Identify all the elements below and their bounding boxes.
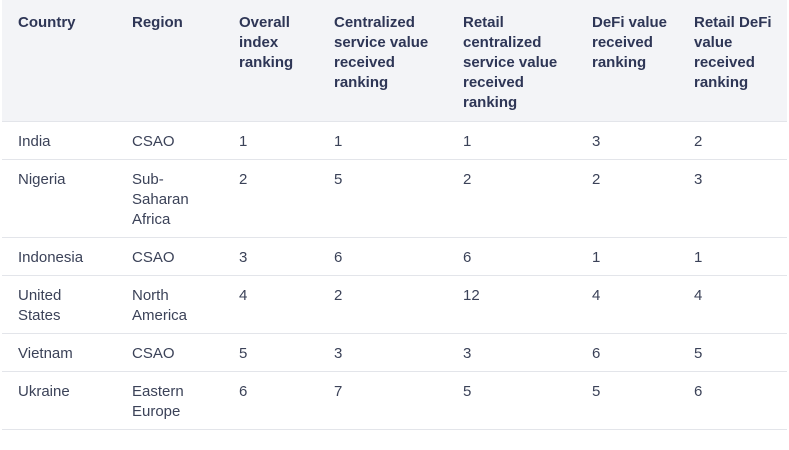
cell-overall-ranking: 3 (223, 237, 318, 276)
cell-overall-ranking: 2 (223, 159, 318, 238)
cell-retail-centralized-ranking: 12 (447, 275, 576, 334)
cell-defi-ranking: 5 (576, 371, 678, 430)
cell-country: Indonesia (2, 237, 116, 276)
cell-overall-ranking: 1 (223, 121, 318, 160)
cell-retail-centralized-ranking: 2 (447, 159, 576, 238)
header-retail-centralized-ranking: Retail centralized service value receive… (447, 0, 576, 122)
cell-overall-ranking: 5 (223, 333, 318, 372)
cell-retail-defi-ranking: 2 (678, 121, 787, 160)
table-row: United States North America 4 2 12 4 4 (2, 275, 787, 334)
cell-region: CSAO (116, 237, 223, 276)
cell-country: Ukraine (2, 371, 116, 430)
cell-retail-centralized-ranking: 3 (447, 333, 576, 372)
cell-centralized-ranking: 6 (318, 237, 447, 276)
cell-defi-ranking: 6 (576, 333, 678, 372)
header-overall-ranking: Overall index ranking (223, 0, 318, 122)
cell-centralized-ranking: 3 (318, 333, 447, 372)
header-region: Region (116, 0, 223, 122)
cell-region: CSAO (116, 121, 223, 160)
header-retail-defi-ranking: Retail DeFi value received ranking (678, 0, 787, 122)
header-row: Country Region Overall index ranking Cen… (2, 0, 787, 122)
table-row: Indonesia CSAO 3 6 6 1 1 (2, 237, 787, 276)
cell-centralized-ranking: 7 (318, 371, 447, 430)
table-body: India CSAO 1 1 1 3 2 Nigeria Sub-Saharan… (2, 121, 787, 430)
ranking-table: Country Region Overall index ranking Cen… (2, 0, 787, 430)
header-defi-ranking: DeFi value received ranking (576, 0, 678, 122)
cell-country: Nigeria (2, 159, 116, 238)
cell-defi-ranking: 1 (576, 237, 678, 276)
cell-retail-defi-ranking: 3 (678, 159, 787, 238)
cell-country: India (2, 121, 116, 160)
cell-retail-centralized-ranking: 1 (447, 121, 576, 160)
table-row: Nigeria Sub-Saharan Africa 2 5 2 2 3 (2, 159, 787, 238)
table-header: Country Region Overall index ranking Cen… (2, 0, 787, 122)
cell-country: United States (2, 275, 116, 334)
cell-country: Vietnam (2, 333, 116, 372)
cell-region: CSAO (116, 333, 223, 372)
cell-retail-defi-ranking: 5 (678, 333, 787, 372)
cell-retail-defi-ranking: 1 (678, 237, 787, 276)
cell-defi-ranking: 3 (576, 121, 678, 160)
cell-defi-ranking: 2 (576, 159, 678, 238)
table-row: Vietnam CSAO 5 3 3 6 5 (2, 333, 787, 372)
cell-centralized-ranking: 5 (318, 159, 447, 238)
cell-overall-ranking: 4 (223, 275, 318, 334)
cell-defi-ranking: 4 (576, 275, 678, 334)
cell-retail-centralized-ranking: 6 (447, 237, 576, 276)
cell-region: Eastern Europe (116, 371, 223, 430)
header-centralized-ranking: Centralized service value received ranki… (318, 0, 447, 122)
cell-retail-defi-ranking: 6 (678, 371, 787, 430)
header-country: Country (2, 0, 116, 122)
table-row: Ukraine Eastern Europe 6 7 5 5 6 (2, 371, 787, 430)
cell-retail-defi-ranking: 4 (678, 275, 787, 334)
cell-region: North America (116, 275, 223, 334)
cell-overall-ranking: 6 (223, 371, 318, 430)
cell-centralized-ranking: 1 (318, 121, 447, 160)
cell-region: Sub-Saharan Africa (116, 159, 223, 238)
table-row: India CSAO 1 1 1 3 2 (2, 121, 787, 160)
cell-retail-centralized-ranking: 5 (447, 371, 576, 430)
cell-centralized-ranking: 2 (318, 275, 447, 334)
